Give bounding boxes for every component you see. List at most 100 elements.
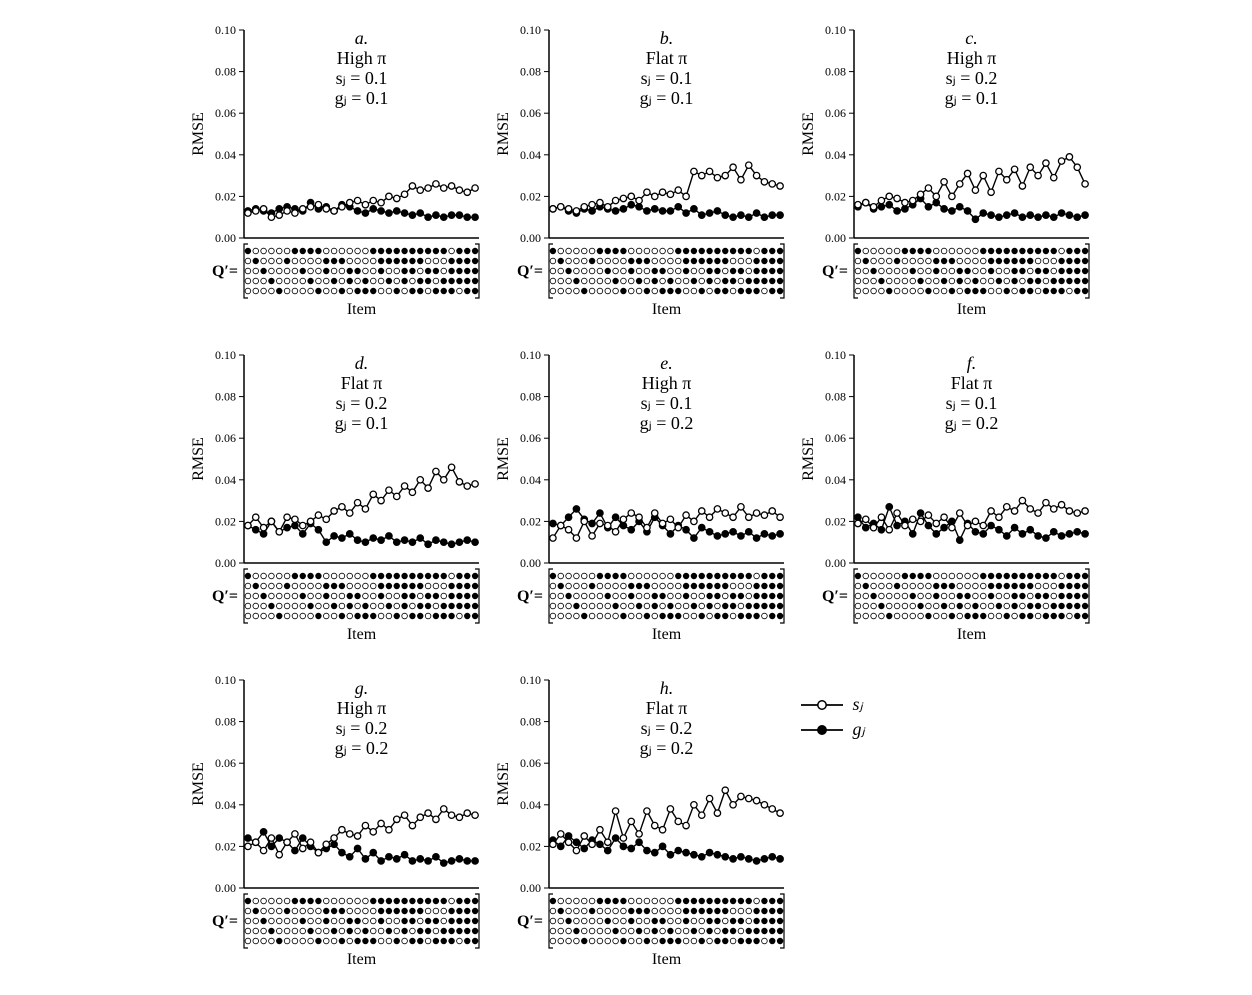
svg-text:Q′=: Q′= xyxy=(211,588,237,605)
svg-text:d.: d. xyxy=(354,353,368,373)
svg-text:0.00: 0.00 xyxy=(215,231,236,245)
svg-text:gⱼ = 0.2: gⱼ = 0.2 xyxy=(944,413,998,433)
svg-text:0.08: 0.08 xyxy=(215,65,236,79)
svg-text:0.04: 0.04 xyxy=(825,473,846,487)
svg-text:sⱼ = 0.2: sⱼ = 0.2 xyxy=(640,718,692,738)
svg-text:sⱼ = 0.1: sⱼ = 0.1 xyxy=(335,68,387,88)
svg-text:Q′=: Q′= xyxy=(211,263,237,280)
svg-text:0.06: 0.06 xyxy=(825,431,846,445)
svg-text:gⱼ = 0.1: gⱼ = 0.1 xyxy=(944,88,998,108)
svg-text:Item: Item xyxy=(956,626,986,643)
svg-text:0.00: 0.00 xyxy=(215,881,236,895)
panel-grid: 0.000.020.040.060.080.10RMSEa.High πsⱼ =… xyxy=(20,20,1252,975)
svg-text:0.04: 0.04 xyxy=(825,148,846,162)
svg-text:0.02: 0.02 xyxy=(825,514,846,528)
svg-text:b.: b. xyxy=(659,28,673,48)
svg-text:Q′=: Q′= xyxy=(516,263,542,280)
svg-text:0.06: 0.06 xyxy=(215,756,236,770)
svg-text:Q′=: Q′= xyxy=(211,913,237,930)
panel-c: 0.000.020.040.060.080.10RMSEc.High πsⱼ =… xyxy=(799,20,1104,325)
svg-text:RMSE: RMSE xyxy=(495,437,512,481)
svg-text:High π: High π xyxy=(641,373,691,393)
svg-text:0.10: 0.10 xyxy=(520,348,541,362)
svg-text:0.10: 0.10 xyxy=(520,673,541,687)
svg-text:High π: High π xyxy=(336,48,386,68)
svg-text:RMSE: RMSE xyxy=(800,437,817,481)
svg-text:0.02: 0.02 xyxy=(520,189,541,203)
svg-text:0.10: 0.10 xyxy=(215,348,236,362)
svg-text:sⱼ = 0.1: sⱼ = 0.1 xyxy=(640,68,692,88)
svg-text:0.08: 0.08 xyxy=(520,715,541,729)
svg-text:RMSE: RMSE xyxy=(495,762,512,806)
svg-text:c.: c. xyxy=(965,28,978,48)
panel-b: 0.000.020.040.060.080.10RMSEb.Flat πsⱼ =… xyxy=(494,20,799,325)
svg-text:Item: Item xyxy=(346,951,376,968)
svg-text:h.: h. xyxy=(659,678,673,698)
svg-text:Item: Item xyxy=(346,301,376,318)
svg-text:0.08: 0.08 xyxy=(215,715,236,729)
svg-text:gⱼ = 0.1: gⱼ = 0.1 xyxy=(334,88,388,108)
svg-text:f.: f. xyxy=(966,353,976,373)
svg-text:0.10: 0.10 xyxy=(520,23,541,37)
svg-text:sⱼ = 0.2: sⱼ = 0.2 xyxy=(335,393,387,413)
svg-text:0.08: 0.08 xyxy=(520,65,541,79)
svg-text:0.00: 0.00 xyxy=(520,881,541,895)
svg-text:gⱼ = 0.1: gⱼ = 0.1 xyxy=(639,88,693,108)
svg-text:Item: Item xyxy=(651,951,681,968)
svg-text:0.00: 0.00 xyxy=(825,231,846,245)
svg-text:0.04: 0.04 xyxy=(520,798,541,812)
svg-text:Item: Item xyxy=(346,626,376,643)
svg-text:Item: Item xyxy=(651,626,681,643)
legend-s: sⱼ xyxy=(799,694,1104,715)
svg-text:0.02: 0.02 xyxy=(520,839,541,853)
svg-text:0.02: 0.02 xyxy=(825,189,846,203)
svg-text:0.06: 0.06 xyxy=(215,106,236,120)
svg-text:0.06: 0.06 xyxy=(520,106,541,120)
svg-text:Q′=: Q′= xyxy=(516,913,542,930)
svg-text:0.04: 0.04 xyxy=(215,473,236,487)
svg-text:sⱼ = 0.1: sⱼ = 0.1 xyxy=(640,393,692,413)
svg-text:Flat π: Flat π xyxy=(645,698,687,718)
svg-text:0.02: 0.02 xyxy=(215,839,236,853)
svg-text:0.06: 0.06 xyxy=(215,431,236,445)
legend-cell: sⱼ gⱼ xyxy=(799,670,1104,975)
svg-text:0.02: 0.02 xyxy=(215,514,236,528)
svg-text:0.10: 0.10 xyxy=(215,673,236,687)
svg-text:0.04: 0.04 xyxy=(520,148,541,162)
svg-text:0.02: 0.02 xyxy=(520,514,541,528)
panel-h: 0.000.020.040.060.080.10RMSEh.Flat πsⱼ =… xyxy=(494,670,799,975)
svg-text:Item: Item xyxy=(956,301,986,318)
svg-text:0.00: 0.00 xyxy=(215,556,236,570)
svg-text:RMSE: RMSE xyxy=(190,437,207,481)
svg-text:Item: Item xyxy=(651,301,681,318)
svg-text:Q′=: Q′= xyxy=(821,263,847,280)
svg-text:gⱼ = 0.2: gⱼ = 0.2 xyxy=(334,738,388,758)
panel-a: 0.000.020.040.060.080.10RMSEa.High πsⱼ =… xyxy=(189,20,494,325)
svg-text:Flat π: Flat π xyxy=(950,373,992,393)
svg-text:High π: High π xyxy=(336,698,386,718)
legend-g: gⱼ xyxy=(799,719,1104,740)
svg-text:sⱼ = 0.2: sⱼ = 0.2 xyxy=(335,718,387,738)
svg-text:a.: a. xyxy=(354,28,368,48)
panel-f: 0.000.020.040.060.080.10RMSEf.Flat πsⱼ =… xyxy=(799,345,1104,650)
svg-text:gⱼ = 0.2: gⱼ = 0.2 xyxy=(639,413,693,433)
svg-text:0.10: 0.10 xyxy=(825,23,846,37)
svg-text:0.02: 0.02 xyxy=(215,189,236,203)
svg-text:0.08: 0.08 xyxy=(520,390,541,404)
svg-text:RMSE: RMSE xyxy=(190,762,207,806)
svg-text:0.00: 0.00 xyxy=(520,556,541,570)
svg-text:Flat π: Flat π xyxy=(340,373,382,393)
svg-text:0.06: 0.06 xyxy=(825,106,846,120)
svg-text:RMSE: RMSE xyxy=(800,112,817,156)
svg-text:RMSE: RMSE xyxy=(190,112,207,156)
svg-text:0.04: 0.04 xyxy=(215,148,236,162)
svg-text:Q′=: Q′= xyxy=(821,588,847,605)
svg-text:0.08: 0.08 xyxy=(825,390,846,404)
svg-text:0.00: 0.00 xyxy=(825,556,846,570)
svg-text:Flat π: Flat π xyxy=(645,48,687,68)
svg-text:sⱼ = 0.2: sⱼ = 0.2 xyxy=(945,68,997,88)
svg-text:gⱼ = 0.2: gⱼ = 0.2 xyxy=(639,738,693,758)
svg-text:g.: g. xyxy=(354,678,368,698)
panel-d: 0.000.020.040.060.080.10RMSEd.Flat πsⱼ =… xyxy=(189,345,494,650)
svg-text:e.: e. xyxy=(660,353,673,373)
